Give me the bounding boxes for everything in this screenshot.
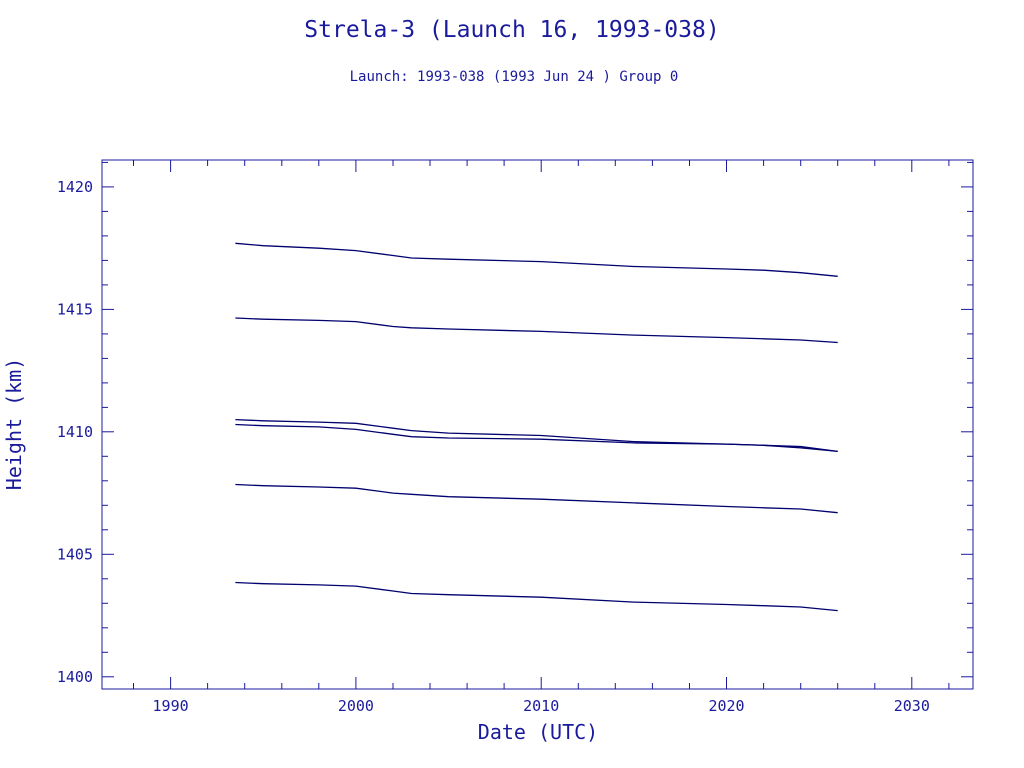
y-tick-label: 1420 — [57, 178, 93, 196]
series-line-1 — [235, 242, 838, 277]
series-line-3 — [235, 418, 838, 453]
x-tick-label: 2010 — [523, 697, 559, 715]
chart-title: Strela-3 (Launch 16, 1993-038) — [304, 17, 719, 43]
axis-tick-labels: 1990 2000 2010 2020 2030 1400 1405 1410 1415 1420 — [57, 178, 930, 715]
plot-frame — [101, 159, 974, 690]
x-tick-label: 2030 — [894, 697, 930, 715]
series-line-2 — [235, 317, 838, 344]
chart-subtitle: Launch: 1993-038 (1993 Jun 24 ) Group 0 — [350, 69, 679, 85]
series-line-4 — [235, 423, 838, 453]
y-tick-label: 1405 — [57, 545, 93, 563]
x-tick-label: 2020 — [708, 697, 744, 715]
y-tick-label: 1400 — [57, 668, 93, 686]
y-tick-label: 1415 — [57, 300, 93, 318]
series-lines — [235, 242, 838, 612]
x-tick-label: 2000 — [338, 697, 374, 715]
x-tick-label: 1990 — [153, 697, 189, 715]
axis-ticks — [102, 160, 973, 689]
series-line-6 — [235, 581, 838, 612]
y-tick-label: 1410 — [57, 423, 93, 441]
x-axis-label: Date (UTC) — [478, 720, 598, 744]
y-axis-label: Height (km) — [2, 358, 26, 490]
series-line-5 — [235, 483, 838, 514]
